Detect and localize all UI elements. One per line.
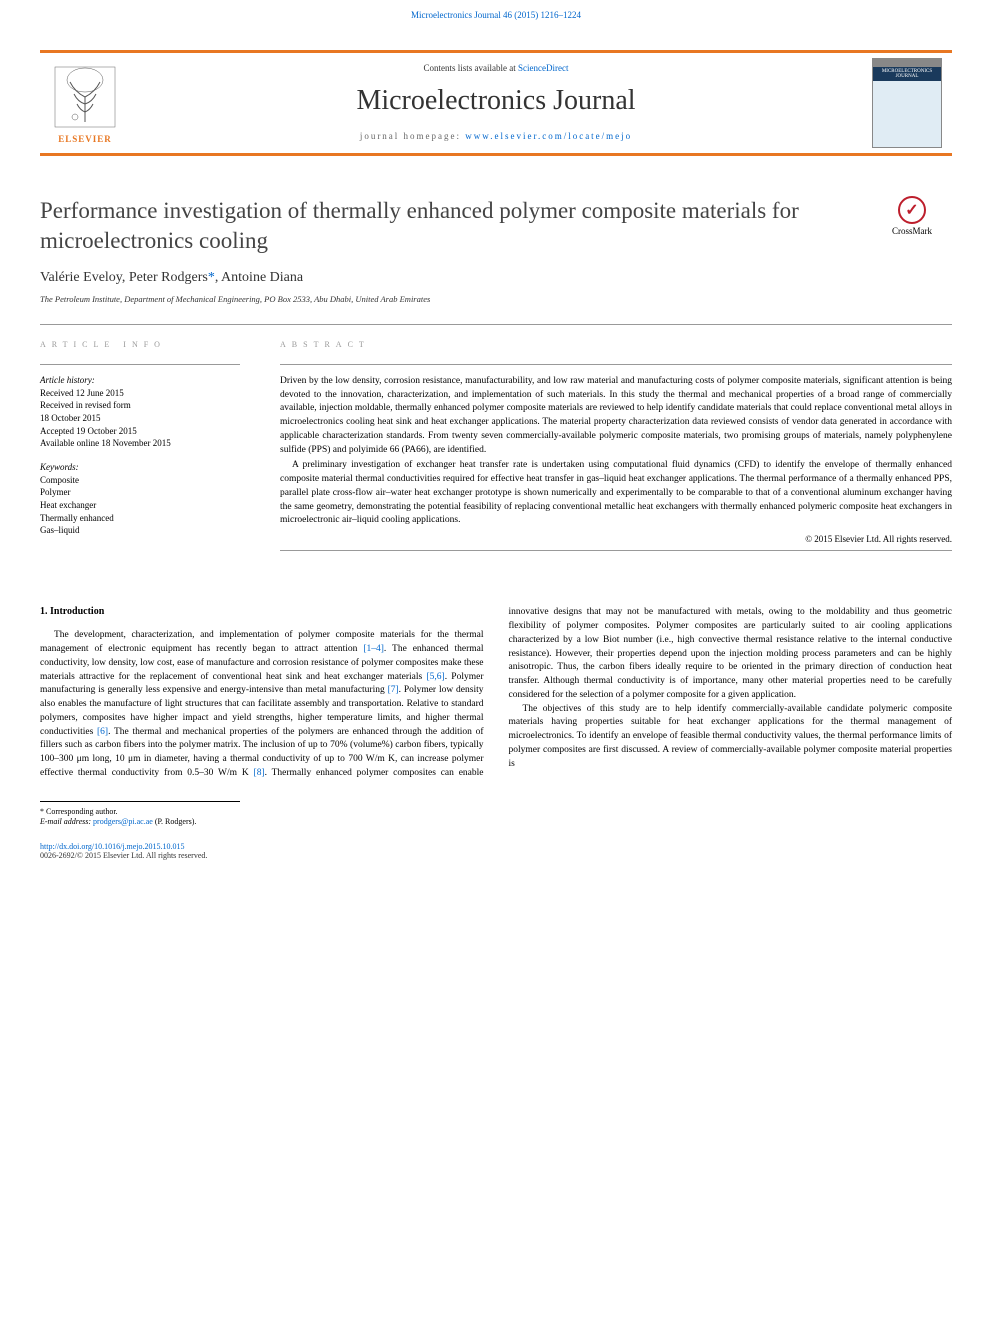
contents-line: Contents lists available at ScienceDirec… [135,63,857,73]
keywords-label: Keywords: [40,462,240,472]
footnotes: * Corresponding author. E-mail address: … [40,801,240,828]
footer: http://dx.doi.org/10.1016/j.mejo.2015.10… [40,842,952,860]
sciencedirect-link[interactable]: ScienceDirect [518,63,568,73]
abstract-copyright: © 2015 Elsevier Ltd. All rights reserved… [280,534,952,544]
email-link[interactable]: prodgers@pi.ac.ae [93,817,153,826]
journal-name: Microelectronics Journal [135,85,857,117]
keyword-item: Composite [40,474,240,487]
history-item: Received 12 June 2015 [40,387,240,400]
section-heading: 1. Introduction [40,606,484,617]
footer-copyright: 0026-2692/© 2015 Elsevier Ltd. All right… [40,851,952,860]
homepage-line: journal homepage: www.elsevier.com/locat… [135,131,857,141]
keyword-item: Heat exchanger [40,499,240,512]
email-note: E-mail address: prodgers@pi.ac.ae (P. Ro… [40,817,240,827]
history-item: 18 October 2015 [40,412,240,425]
body-paragraph: The objectives of this study are to help… [509,703,953,772]
authors: Valérie Eveloy, Peter Rodgers*, Antoine … [40,270,862,286]
elsevier-tree-icon [50,62,120,132]
journal-cover-thumbnail[interactable]: MICROELECTRONICS JOURNAL [862,53,952,153]
publisher-name: ELSEVIER [58,134,112,144]
article-info-label: ARTICLE INFO [40,340,240,349]
citation-link[interactable]: Microelectronics Journal 46 (2015) 1216–… [411,10,581,20]
abstract-label: ABSTRACT [280,340,952,349]
history-item: Accepted 19 October 2015 [40,425,240,438]
publisher-logo[interactable]: ELSEVIER [40,53,130,153]
citation-link[interactable]: [1–4] [363,644,384,654]
affiliation: The Petroleum Institute, Department of M… [40,294,862,304]
citation-link[interactable]: [5,6] [426,672,444,682]
journal-header: ELSEVIER Contents lists available at Sci… [40,50,952,156]
keyword-item: Gas–liquid [40,524,240,537]
doi-link[interactable]: http://dx.doi.org/10.1016/j.mejo.2015.10… [40,842,185,851]
citation-link[interactable]: [7] [388,685,399,695]
abstract-paragraph: A preliminary investigation of exchanger… [280,459,952,528]
crossmark-badge[interactable]: ✓ CrossMark [872,196,952,236]
crossmark-icon: ✓ [898,196,926,224]
citation-link[interactable]: [8] [254,768,265,778]
homepage-link[interactable]: www.elsevier.com/locate/mejo [465,131,632,141]
abstract-paragraph: Driven by the low density, corrosion res… [280,375,952,458]
history-label: Article history: [40,375,240,385]
citation-link[interactable]: [6] [97,727,108,737]
corresponding-author-note: * Corresponding author. [40,807,240,817]
article-title: Performance investigation of thermally e… [40,196,862,256]
corresponding-author-marker[interactable]: * [208,270,215,285]
article-body: 1. Introduction The development, charact… [40,606,952,780]
history-item: Available online 18 November 2015 [40,437,240,450]
abstract-section: ABSTRACT Driven by the low density, corr… [260,325,952,566]
keyword-item: Thermally enhanced [40,512,240,525]
article-info-sidebar: ARTICLE INFO Article history: Received 1… [40,325,260,566]
keyword-item: Polymer [40,486,240,499]
history-item: Received in revised form [40,399,240,412]
